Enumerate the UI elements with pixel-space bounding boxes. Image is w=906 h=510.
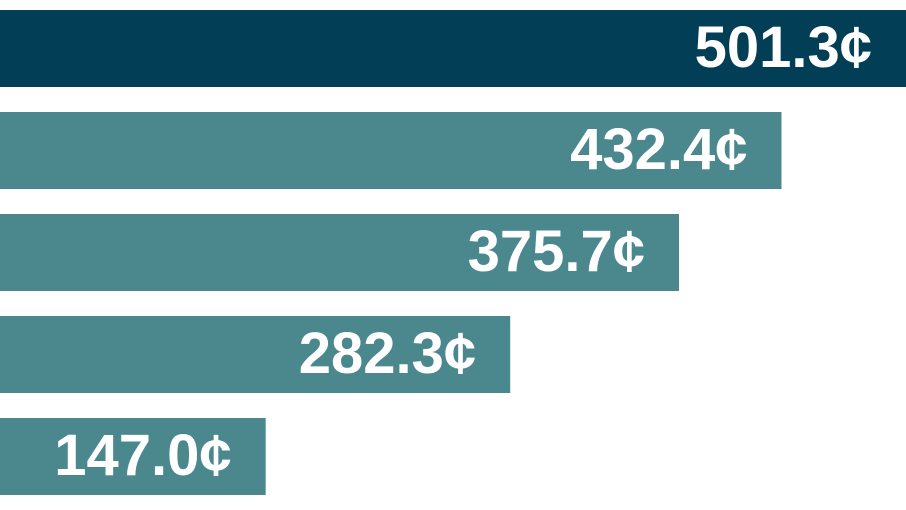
bar xyxy=(0,418,266,495)
bar xyxy=(0,316,511,393)
value-label: 282.3¢ xyxy=(299,321,476,386)
bar xyxy=(0,214,680,291)
bar xyxy=(0,112,782,189)
value-label: 432.4¢ xyxy=(570,117,747,182)
bar xyxy=(0,10,906,87)
value-label: 147.0¢ xyxy=(54,423,231,488)
value-label: 375.7¢ xyxy=(468,219,645,284)
value-label: 501.3¢ xyxy=(695,15,872,80)
